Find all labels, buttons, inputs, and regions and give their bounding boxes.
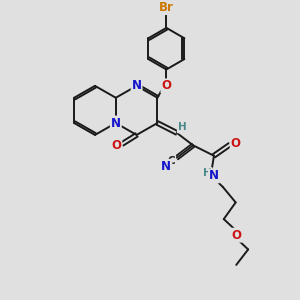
Text: N: N <box>111 116 121 130</box>
Text: N: N <box>209 169 219 182</box>
Text: O: O <box>111 139 122 152</box>
Text: N: N <box>132 80 142 92</box>
Text: O: O <box>231 137 241 150</box>
Text: C: C <box>168 156 175 166</box>
Text: N: N <box>161 160 171 173</box>
Text: H: H <box>178 122 187 133</box>
Text: O: O <box>232 229 242 242</box>
Text: Br: Br <box>159 1 174 14</box>
Text: O: O <box>161 80 171 92</box>
Text: H: H <box>203 168 212 178</box>
